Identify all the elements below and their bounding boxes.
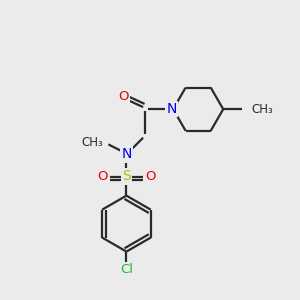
Text: O: O [118,90,129,103]
Text: O: O [97,170,108,183]
Text: N: N [121,147,132,161]
Text: CH₃: CH₃ [81,136,103,149]
Text: N: N [167,102,177,116]
Text: CH₃: CH₃ [251,103,273,116]
Text: S: S [122,169,131,184]
Text: N: N [167,102,177,116]
Text: O: O [145,170,156,183]
Text: Cl: Cl [120,263,133,276]
Text: S: S [122,169,131,184]
Text: N: N [121,147,132,161]
